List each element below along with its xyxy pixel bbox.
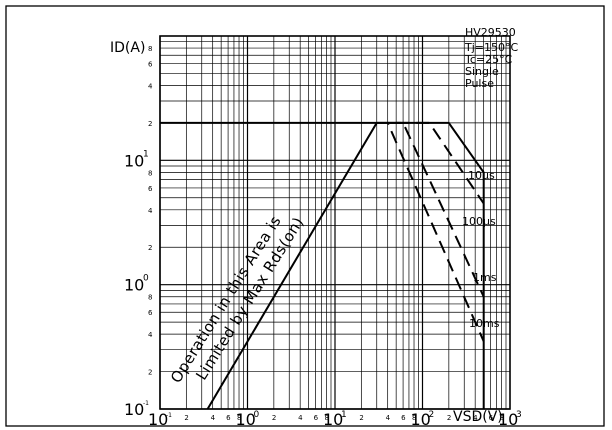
plot-frame bbox=[159, 35, 511, 410]
x-minor-tick-label: 6 bbox=[314, 414, 319, 422]
y-tick-label: 10 bbox=[124, 276, 144, 295]
x-tick-label: 10 bbox=[498, 410, 518, 429]
y-minor-tick-label: 2 bbox=[148, 120, 152, 128]
x-minor-tick-label: 6 bbox=[226, 414, 231, 422]
x-minor-tick-label: 8 bbox=[237, 414, 241, 422]
figure-border bbox=[5, 5, 605, 427]
x-minor-tick-label: 8 bbox=[325, 414, 329, 422]
x-axis-label: VSD(V) bbox=[453, 409, 503, 425]
region-note-line-1: Operation in this Area is bbox=[167, 212, 285, 386]
curves bbox=[160, 121, 485, 410]
x-minor-tick-label: 2 bbox=[447, 414, 451, 422]
series-label-10us: 10μs bbox=[468, 169, 495, 182]
y-minor-tick-label: 2 bbox=[148, 369, 152, 377]
region-note-line-2: Limited by Max Rds(on) bbox=[192, 214, 307, 384]
condition-single: Single bbox=[465, 65, 499, 78]
soa-curve-100us bbox=[396, 121, 485, 205]
x-minor-tick-label: 2 bbox=[184, 414, 188, 422]
x-tick-label: 10 bbox=[236, 410, 256, 429]
series-label-100us: 100μs bbox=[462, 215, 496, 228]
x-minor-tick-label: 8 bbox=[412, 414, 416, 422]
grid bbox=[159, 36, 510, 410]
y-tick-exponent: 0 bbox=[143, 274, 149, 284]
x-tick-label: 10 bbox=[411, 410, 431, 429]
y-tick-exponent: 1 bbox=[143, 149, 149, 159]
y-minor-tick-label: 6 bbox=[148, 185, 153, 193]
soa-curve-10us bbox=[422, 121, 485, 409]
x-minor-tick-label: 4 bbox=[386, 414, 391, 422]
y-minor-tick-label: 4 bbox=[148, 207, 153, 215]
x-minor-tick-label: 4 bbox=[298, 414, 303, 422]
y-minor-tick-label: 2 bbox=[148, 244, 152, 252]
figure-id: HV29530 bbox=[465, 26, 516, 39]
series-label-1ms: 1ms bbox=[473, 271, 497, 284]
x-minor-tick-label: 2 bbox=[359, 414, 363, 422]
y-minor-tick-label: 6 bbox=[148, 309, 153, 317]
x-minor-tick-label: 2 bbox=[272, 414, 276, 422]
rds-on-limit-line bbox=[206, 122, 378, 410]
y-tick-label: 10 bbox=[124, 151, 144, 170]
x-minor-tick-label: 4 bbox=[473, 414, 478, 422]
y-minor-tick-label: 6 bbox=[148, 61, 153, 69]
soa-curve-1ms bbox=[387, 121, 485, 298]
condition-tc: Tc=25°C bbox=[464, 53, 513, 66]
y-minor-tick-label: 8 bbox=[148, 294, 152, 302]
y-minor-tick-label: 8 bbox=[148, 169, 152, 177]
series-label-10ms: 10ms bbox=[469, 317, 500, 330]
y-tick-label: 10 bbox=[124, 400, 144, 419]
x-tick-exponent: -1 bbox=[166, 412, 172, 419]
y-axis-label: ID(A) bbox=[110, 40, 145, 56]
x-tick-label: 10 bbox=[323, 410, 343, 429]
y-minor-tick-label: 4 bbox=[148, 82, 153, 90]
condition-tj: Tj=150°C bbox=[464, 41, 518, 54]
y-minor-tick-label: 4 bbox=[148, 331, 153, 339]
x-tick-exponent: 0 bbox=[254, 410, 260, 420]
x-minor-tick-label: 4 bbox=[211, 414, 216, 422]
soa-curve-10ms bbox=[376, 121, 485, 342]
y-tick-exponent: -1 bbox=[143, 400, 149, 407]
x-tick-label: 10 bbox=[148, 410, 168, 429]
x-minor-tick-label: 8 bbox=[500, 414, 504, 422]
x-tick-exponent: 3 bbox=[516, 410, 522, 420]
x-minor-tick-label: 6 bbox=[401, 414, 406, 422]
y-minor-tick-label: 8 bbox=[148, 45, 152, 53]
condition-pulse: Pulse bbox=[465, 77, 494, 90]
x-tick-exponent: 2 bbox=[429, 410, 435, 420]
x-tick-exponent: 1 bbox=[341, 410, 347, 420]
x-minor-tick-label: 6 bbox=[489, 414, 494, 422]
